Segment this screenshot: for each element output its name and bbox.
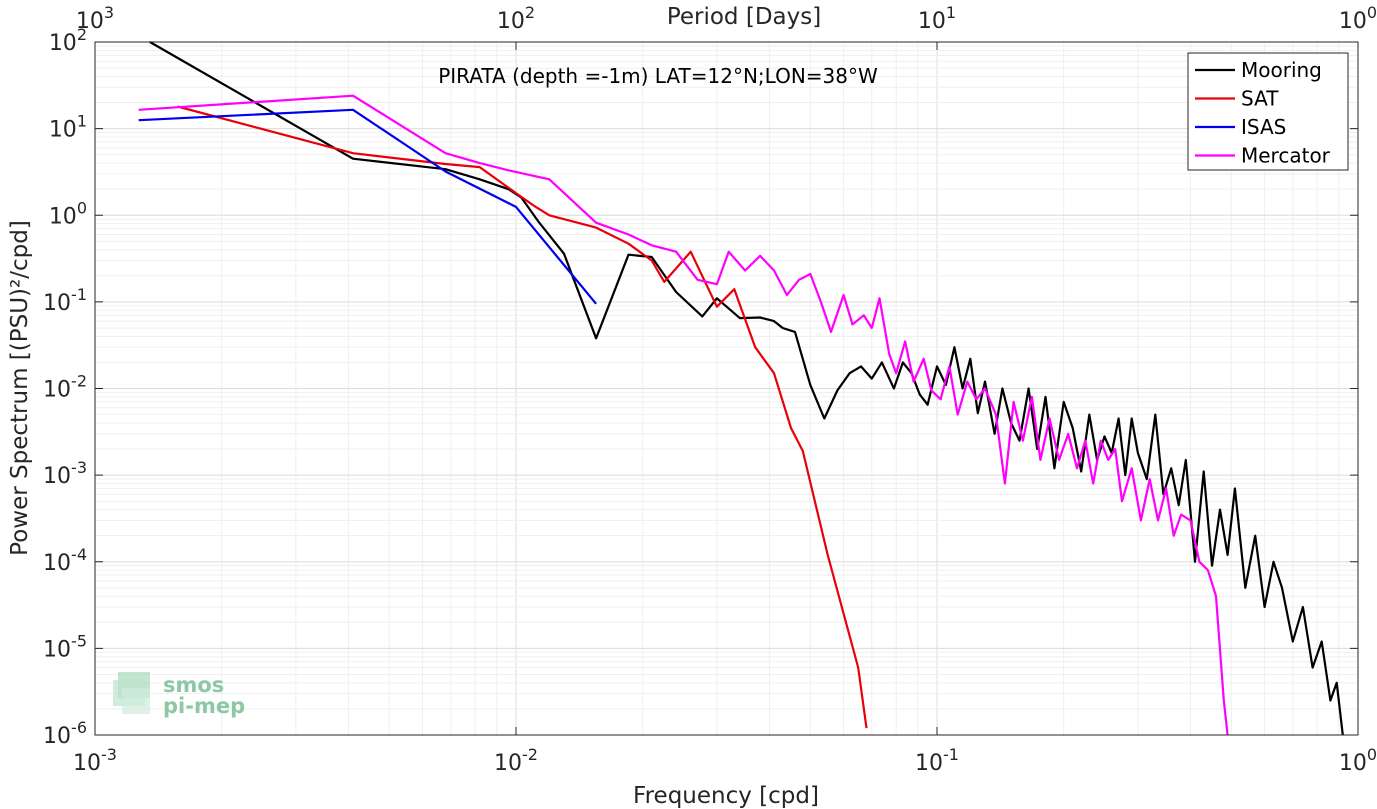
logo-mark-icon: [113, 672, 150, 714]
y-axis-label: Power Spectrum [(PSU)²/cpd]: [7, 220, 33, 556]
top-tick-label: 101: [918, 3, 956, 34]
top-tick-label: 103: [76, 3, 114, 34]
legend-label-isas: ISAS: [1241, 115, 1286, 139]
x-tick-label: 10-3: [73, 745, 117, 776]
top-axis-label: Period [Days]: [667, 4, 821, 30]
logo-line-2: pi-mep: [163, 694, 245, 718]
plot-annotation: PIRATA (depth =-1m) LAT=12°N;LON=38°W: [438, 64, 878, 88]
legend: Mooring SAT ISAS Mercator: [1187, 52, 1349, 171]
smos-pi-mep-logo: smos pi-mep: [113, 672, 245, 718]
series-line-mercator: [138, 94, 1229, 736]
legend-label-mercator: Mercator: [1241, 144, 1331, 168]
top-tick-label: 100: [1339, 3, 1377, 34]
y-tick-label: 101: [49, 112, 87, 143]
logo-line-1: smos: [163, 673, 224, 697]
legend-label-sat: SAT: [1241, 87, 1279, 111]
y-tick-label: 100: [49, 198, 87, 229]
y-tick-label: 10-1: [43, 285, 87, 316]
legend-box: [1187, 52, 1349, 171]
top-tick-label: 102: [497, 3, 535, 34]
series-line-isas: [138, 108, 597, 305]
y-tick-label: 10-6: [43, 718, 87, 749]
y-tick-label: 10-4: [43, 545, 87, 576]
series-line-sat: [177, 105, 868, 729]
y-tick-label: 102: [49, 25, 87, 56]
legend-label-mooring: Mooring: [1241, 58, 1322, 82]
series-lines: [138, 41, 1344, 736]
x-axis-label: Frequency [cpd]: [633, 783, 819, 809]
x-tick-label: 100: [1339, 745, 1377, 776]
x-tick-label: 10-1: [915, 745, 959, 776]
y-tick-label: 10-5: [43, 631, 87, 662]
x-tick-label: 10-2: [494, 745, 538, 776]
y-tick-label: 10-3: [43, 458, 87, 489]
y-tick-label: 10-2: [43, 372, 87, 403]
